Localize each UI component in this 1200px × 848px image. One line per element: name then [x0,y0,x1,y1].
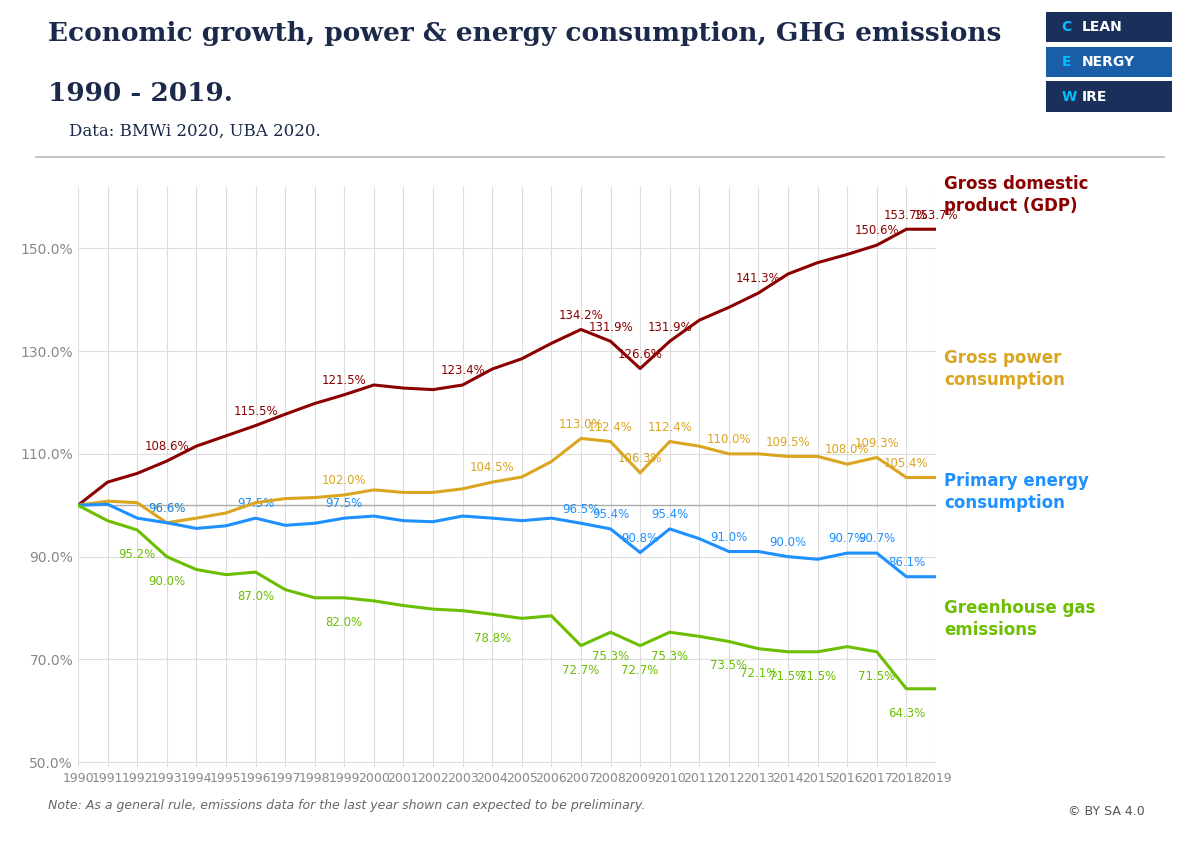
Text: 106.3%: 106.3% [618,452,662,466]
Text: 105.4%: 105.4% [884,457,929,470]
Text: 97.5%: 97.5% [236,498,274,510]
Text: 96.6%: 96.6% [148,502,186,515]
Text: C: C [1062,20,1072,34]
Text: 90.0%: 90.0% [148,575,185,588]
Text: 82.0%: 82.0% [325,616,362,629]
Text: E: E [1062,55,1072,69]
Text: Gross power
consumption: Gross power consumption [944,349,1066,389]
Text: 95.4%: 95.4% [592,508,629,522]
Text: 72.1%: 72.1% [739,667,778,680]
Text: 110.0%: 110.0% [707,433,751,446]
Text: 102.0%: 102.0% [322,474,366,488]
Text: 71.5%: 71.5% [858,670,895,683]
Text: 109.3%: 109.3% [854,437,899,449]
Text: 95.4%: 95.4% [652,508,689,522]
FancyBboxPatch shape [1046,81,1172,112]
Text: Economic growth, power & energy consumption, GHG emissions: Economic growth, power & energy consumpt… [48,21,1001,46]
Text: © BY SA 4.0: © BY SA 4.0 [1068,806,1145,818]
Text: 73.5%: 73.5% [710,660,748,672]
Text: NERGY: NERGY [1081,55,1135,69]
FancyBboxPatch shape [1046,12,1172,42]
Text: 104.5%: 104.5% [470,461,515,474]
Text: 109.5%: 109.5% [766,436,810,449]
Text: 78.8%: 78.8% [474,633,511,645]
Text: 115.5%: 115.5% [233,404,278,418]
Text: 131.9%: 131.9% [588,321,632,333]
Text: 121.5%: 121.5% [322,374,367,387]
Text: 71.5%: 71.5% [799,670,836,683]
Text: 72.7%: 72.7% [563,664,600,677]
Text: 1990 - 2019.: 1990 - 2019. [48,81,233,105]
Text: 126.6%: 126.6% [618,348,662,360]
Text: 90.8%: 90.8% [622,532,659,545]
Text: 153.7%: 153.7% [913,209,959,221]
Text: Data: BMWi 2020, UBA 2020.: Data: BMWi 2020, UBA 2020. [48,123,320,140]
Text: 112.4%: 112.4% [588,421,632,434]
Text: 75.3%: 75.3% [652,650,689,663]
Text: 90.7%: 90.7% [829,533,866,545]
Text: 90.0%: 90.0% [769,536,806,549]
FancyBboxPatch shape [1046,47,1172,77]
Text: 71.5%: 71.5% [769,670,806,683]
Text: 141.3%: 141.3% [736,272,781,285]
Text: 75.3%: 75.3% [592,650,629,663]
Text: 64.3%: 64.3% [888,706,925,720]
Text: Gross domestic
product (GDP): Gross domestic product (GDP) [944,175,1088,215]
Text: IRE: IRE [1081,90,1108,103]
Text: 90.7%: 90.7% [858,533,895,545]
Text: 97.5%: 97.5% [325,498,362,510]
Text: 108.6%: 108.6% [144,440,190,454]
Text: LEAN: LEAN [1081,20,1122,34]
Text: 91.0%: 91.0% [710,531,748,544]
Text: 96.5%: 96.5% [563,503,600,516]
Text: 134.2%: 134.2% [558,309,604,321]
Text: 96.6%: 96.6% [148,502,186,515]
Text: 113.0%: 113.0% [559,418,604,431]
Text: 72.7%: 72.7% [622,664,659,677]
Text: 86.1%: 86.1% [888,556,925,569]
Text: Note: As a general rule, emissions data for the last year shown can expected to : Note: As a general rule, emissions data … [48,800,646,812]
Text: W: W [1062,90,1076,103]
Text: 95.2%: 95.2% [119,548,156,561]
Text: Primary energy
consumption: Primary energy consumption [944,471,1090,512]
Text: Greenhouse gas
emissions: Greenhouse gas emissions [944,599,1096,639]
Text: 150.6%: 150.6% [854,225,899,237]
Text: 112.4%: 112.4% [647,421,692,434]
Text: 108.0%: 108.0% [824,444,870,456]
Text: 123.4%: 123.4% [440,365,485,377]
Text: 131.9%: 131.9% [647,321,692,333]
Text: 153.7%: 153.7% [884,209,929,221]
Text: 87.0%: 87.0% [236,590,274,603]
